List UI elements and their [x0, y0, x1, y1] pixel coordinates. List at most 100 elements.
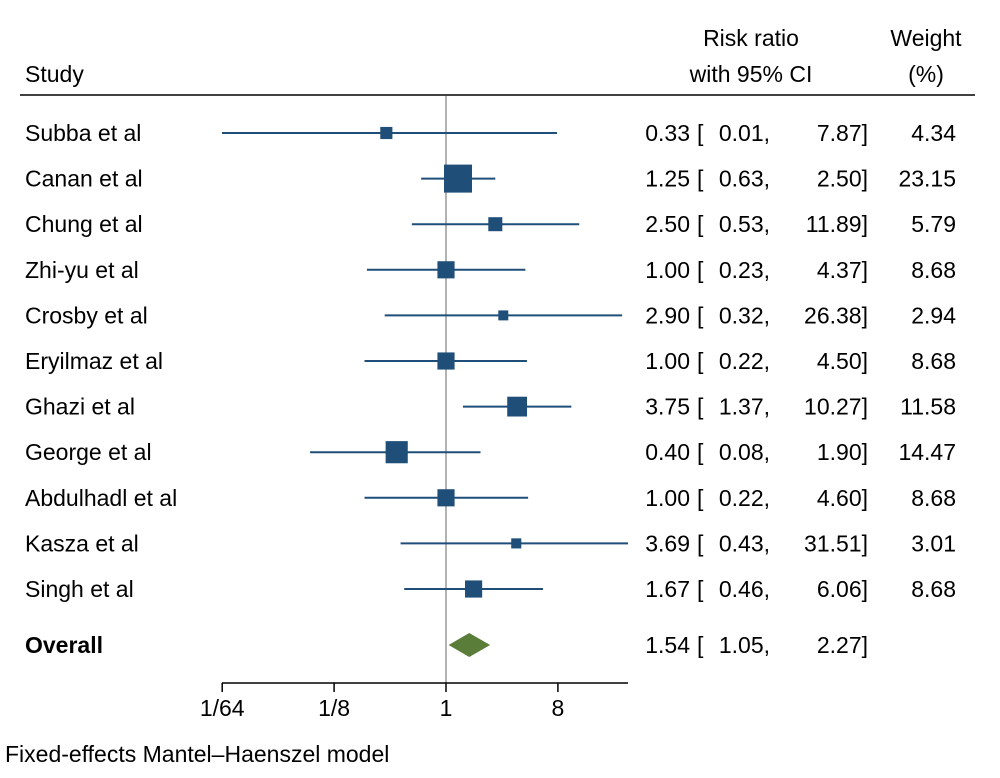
study-name: Chung et al: [25, 211, 143, 237]
weight-value: 14.47: [898, 439, 956, 465]
weight-value: 2.94: [911, 302, 956, 328]
header-weight-unit: (%): [908, 61, 944, 87]
header-study: Study: [25, 61, 84, 87]
weight-value: 3.01: [911, 530, 956, 556]
risk-ratio-value: 3.69: [645, 530, 690, 556]
ci-bracket: [: [697, 120, 704, 146]
weight-value: 11.58: [900, 394, 956, 420]
risk-ratio-value: 1.67: [645, 576, 690, 602]
point-estimate-marker: [465, 580, 483, 598]
ci-upper-value: 7.87]: [817, 120, 868, 146]
point-estimate-marker: [385, 441, 408, 464]
overall-ci-upper: 2.27]: [817, 632, 868, 658]
ci-bracket: [: [697, 166, 704, 192]
ci-upper-value: 4.60]: [817, 485, 868, 511]
ci-upper-value: 2.50]: [817, 166, 868, 192]
point-estimate-marker: [437, 261, 455, 279]
weight-value: 8.68: [911, 348, 956, 374]
risk-ratio-value: 1.00: [645, 257, 690, 283]
study-row: Ghazi et al 3.75 [1.37, 10.27] 11.58: [25, 394, 956, 420]
x-tick-label: 8: [552, 695, 565, 721]
weight-value: 8.68: [911, 257, 956, 283]
study-name: Eryilmaz et al: [25, 348, 163, 374]
study-name: Ghazi et al: [25, 394, 135, 420]
ci-bracket: [: [697, 257, 704, 283]
ci-upper-value: 4.50]: [817, 348, 868, 374]
ci-lower-value: 0.22,: [719, 348, 770, 374]
x-tick-label: 1/8: [318, 695, 350, 721]
study-row: Kasza et al 3.69 [0.43, 31.51] 3.01: [25, 530, 956, 556]
model-caption: Fixed-effects Mantel–Haenszel model: [5, 741, 389, 767]
overall-row: Overall 1.54 [1.05, 2.27]: [25, 632, 868, 658]
x-tick-label: 1: [440, 695, 453, 721]
header-weight: Weight: [890, 25, 962, 51]
ci-bracket: [: [697, 485, 704, 511]
risk-ratio-value: 0.33: [645, 120, 690, 146]
study-name: Crosby et al: [25, 302, 148, 328]
study-rows: Subba et al 0.33 [0.01, 7.87] 4.34 Canan et a…: [25, 120, 956, 658]
overall-ci-lower: 1.05,: [719, 632, 770, 658]
weight-value: 8.68: [911, 576, 956, 602]
ci-lower-value: 0.01,: [719, 120, 770, 146]
study-row: Eryilmaz et al 1.00 [0.22, 4.50] 8.68: [25, 348, 956, 374]
ci-lower-value: 0.22,: [719, 485, 770, 511]
ci-upper-value: 10.27]: [804, 394, 868, 420]
point-estimate-marker: [444, 164, 473, 193]
point-estimate-marker: [498, 310, 509, 321]
study-name: Zhi-yu et al: [25, 257, 139, 283]
risk-ratio-value: 3.75: [645, 394, 690, 420]
ci-lower-value: 0.46,: [719, 576, 770, 602]
point-estimate-marker: [437, 352, 455, 370]
ci-upper-value: 6.06]: [817, 576, 868, 602]
study-row: Subba et al 0.33 [0.01, 7.87] 4.34: [25, 120, 956, 146]
study-name: Abdulhadl et al: [25, 485, 177, 511]
weight-value: 8.68: [911, 485, 956, 511]
ci-upper-value: 1.90]: [817, 439, 868, 465]
ci-lower-value: 0.23,: [719, 257, 770, 283]
ci-bracket: [: [697, 632, 704, 658]
ci-lower-value: 1.37,: [719, 394, 770, 420]
ci-upper-value: 4.37]: [817, 257, 868, 283]
point-estimate-marker: [437, 489, 455, 507]
study-row: Chung et al 2.50 [0.53, 11.89] 5.79: [25, 211, 956, 237]
study-row: Crosby et al 2.90 [0.32, 26.38] 2.94: [25, 302, 956, 328]
ci-lower-value: 0.08,: [719, 439, 770, 465]
study-row: Canan et al 1.25 [0.63, 2.50] 23.15: [25, 164, 956, 193]
point-estimate-marker: [511, 538, 522, 549]
risk-ratio-value: 2.50: [645, 211, 690, 237]
study-row: George et al 0.40 [0.08, 1.90] 14.47: [25, 439, 956, 465]
point-estimate-marker: [488, 217, 503, 232]
weight-value: 23.15: [898, 166, 956, 192]
weight-value: 4.34: [911, 120, 956, 146]
overall-risk-ratio: 1.54: [645, 632, 690, 658]
ci-bracket: [: [697, 530, 704, 556]
study-row: Singh et al 1.67 [0.46, 6.06] 8.68: [25, 576, 956, 602]
header-risk-ratio: Risk ratio: [703, 25, 799, 51]
overall-diamond: [448, 633, 491, 657]
study-name: Singh et al: [25, 576, 134, 602]
overall-label: Overall: [25, 632, 103, 658]
risk-ratio-value: 0.40: [645, 439, 690, 465]
study-name: George et al: [25, 439, 152, 465]
weight-value: 5.79: [911, 211, 956, 237]
ci-lower-value: 0.32,: [719, 302, 770, 328]
risk-ratio-value: 1.00: [645, 348, 690, 374]
risk-ratio-value: 2.90: [645, 302, 690, 328]
study-name: Canan et al: [25, 166, 143, 192]
risk-ratio-value: 1.25: [645, 166, 690, 192]
ci-upper-value: 31.51]: [804, 530, 868, 556]
header-ci: with 95% CI: [689, 61, 813, 87]
risk-ratio-value: 1.00: [645, 485, 690, 511]
ci-lower-value: 0.43,: [719, 530, 770, 556]
study-row: Abdulhadl et al 1.00 [0.22, 4.60] 8.68: [25, 485, 956, 511]
x-axis-ticks: 1/64 1/8 1 8: [200, 683, 564, 721]
ci-bracket: [: [697, 394, 704, 420]
study-name: Kasza et al: [25, 530, 139, 556]
ci-bracket: [: [697, 302, 704, 328]
ci-lower-value: 0.53,: [719, 211, 770, 237]
ci-bracket: [: [697, 211, 704, 237]
study-name: Subba et al: [25, 120, 141, 146]
point-estimate-marker: [507, 396, 528, 417]
